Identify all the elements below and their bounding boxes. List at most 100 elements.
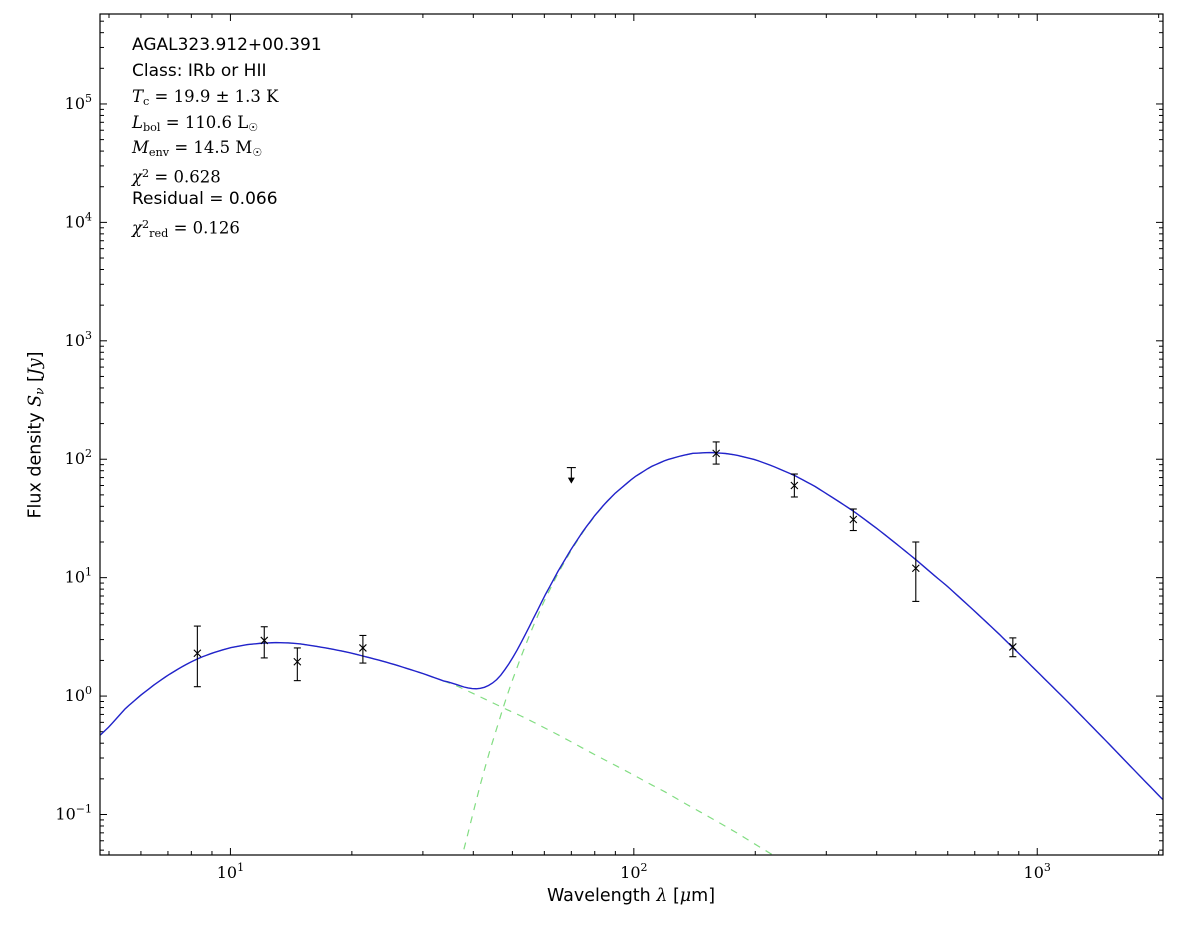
x-marker [790,481,799,490]
x-tick-label: 102 [620,861,647,882]
data-point [293,647,302,682]
text-segment: = 19.9 ± 1.3 K [149,87,279,107]
y-tick-label: 100 [65,684,92,705]
x-tick-exponent: 2 [641,861,648,874]
x-tick-base: 10 [620,863,640,882]
text-segment: ] [25,351,46,359]
x-tick-label: 101 [217,861,244,882]
y-tick-exponent: 4 [85,210,92,223]
x-tick-base: 10 [1024,863,1044,882]
text-segment: Residual = 0.066 [132,188,278,209]
y-tick-base: 10 [55,805,75,824]
data-point [911,541,920,602]
y-tick-exponent: 2 [85,447,92,460]
text-segment: T [132,87,144,107]
annotation-line: χ2red = 0.126 [132,212,322,240]
text-segment: M [132,138,149,158]
annotation-line: Residual = 0.066 [132,187,322,213]
text-segment: ☉ [252,146,263,160]
annotation-line: Menv = 14.5 M☉ [132,135,322,161]
text-segment: red [149,226,169,240]
x-axis-label: Wavelength λ [μm] [547,886,715,906]
y-tick-base: 10 [65,686,85,705]
y-tick-label: 102 [65,447,92,468]
text-segment: S [25,394,46,407]
data-point [790,473,799,498]
total-model-fit-curve [100,451,1163,800]
y-tick-label: 105 [65,92,92,113]
data-point [712,441,721,465]
text-segment: bol [142,120,161,134]
text-segment: L [132,112,143,132]
fit-parameter-annotations: AGAL323.912+00.391 Class: IRb or HII Tc = … [132,33,322,240]
text-segment: 2 [142,218,150,232]
annotation-line: χ2 = 0.628 [132,161,322,187]
y-tick-base: 10 [65,331,85,350]
plot-border [99,13,1164,856]
y-tick-exponent: −1 [76,803,92,816]
data-points-group [193,441,1017,688]
warm-component-curve [100,642,775,855]
text-segment: λ [656,886,668,906]
x-marker [911,564,920,573]
y-tick-base: 10 [65,212,85,231]
y-tick-exponent: 3 [85,329,92,342]
x-marker [193,649,202,658]
annotation-line: AGAL323.912+00.391 [132,33,322,59]
annotation-line: Lbol = 110.6 L☉ [132,110,322,136]
y-tick-exponent: 1 [85,566,92,579]
tick-group [100,14,1163,855]
x-marker [849,515,858,524]
text-segment: ν [32,387,47,395]
text-segment: Flux density [25,406,46,519]
text-segment: [ [25,375,46,388]
y-tick-exponent: 0 [85,684,92,697]
data-point [193,625,202,688]
text-segment: = 0.628 [149,167,221,187]
x-marker [260,636,269,645]
text-segment: c [143,95,150,109]
y-tick-base: 10 [65,94,85,113]
text-segment: AGAL323.912+00.391 [132,35,322,55]
upper-limit [566,467,576,484]
text-segment: Class: IRb or HII [132,60,267,81]
y-tick-label: 103 [65,329,92,350]
y-tick-label: 10−1 [55,803,92,824]
text-segment: χ [132,218,142,238]
text-segment: 2 [142,166,150,180]
text-segment: = 110.6 L [160,112,249,132]
x-marker [293,657,302,666]
text-segment: Wavelength [546,886,657,906]
y-axis-label: Flux density Sν [Jy] [25,351,46,518]
text-segment: [ [667,886,680,906]
text-segment: m] [691,886,716,906]
annotation-line: Tc = 19.9 ± 1.3 K [132,84,322,110]
text-segment: χ [132,167,142,187]
y-tick-base: 10 [65,449,85,468]
text-segment: Jy [25,358,46,376]
data-point [849,508,858,532]
upper-limit-arrowhead-icon [567,477,575,484]
data-point [260,626,269,659]
x-marker [1008,643,1017,651]
x-tick-label: 103 [1024,861,1051,882]
x-tick-base: 10 [217,863,237,882]
y-tick-label: 104 [65,210,92,231]
text-segment: = 0.126 [168,218,240,238]
data-point [359,634,367,664]
x-marker [712,449,721,458]
x-tick-exponent: 1 [237,861,244,874]
text-segment: μ [679,886,692,906]
data-point [1008,637,1017,658]
x-marker [359,644,367,652]
y-tick-label: 101 [65,566,92,587]
annotation-line: Class: IRb or HII [132,59,322,85]
y-tick-base: 10 [65,568,85,587]
y-tick-exponent: 5 [85,92,92,105]
curves-group [100,451,1163,855]
text-segment: ☉ [248,120,259,134]
text-segment: env [148,146,170,160]
x-tick-exponent: 3 [1044,861,1051,874]
